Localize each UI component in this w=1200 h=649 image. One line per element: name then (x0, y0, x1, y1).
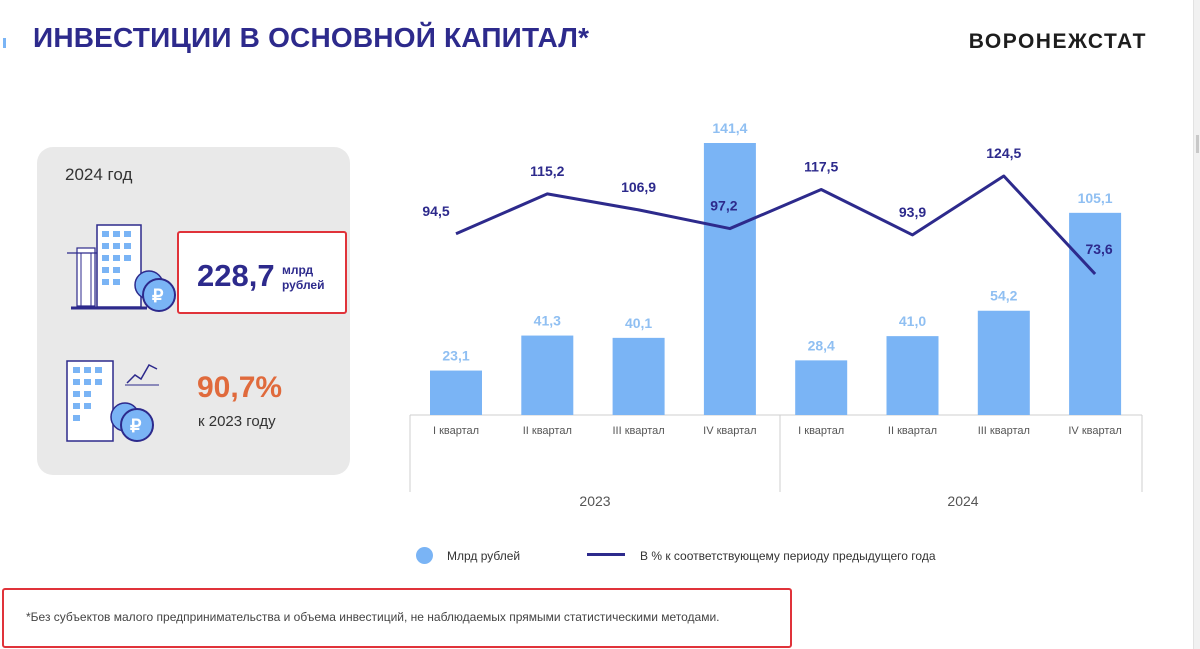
line-series (455, 174, 1097, 276)
category-label-3: IV квартал (703, 425, 756, 437)
group-label-2024: 2024 (947, 493, 978, 509)
bar-1 (521, 335, 574, 415)
line-label-7: 73,6 (1085, 241, 1112, 257)
bar-6 (977, 310, 1030, 415)
bar-label-3: 141,4 (712, 120, 747, 136)
kpi-highlight-box: 228,7 млрд рублей (177, 231, 347, 314)
line-label-3: 97,2 (710, 198, 737, 214)
svg-text:₽: ₽ (152, 286, 164, 306)
scrollbar-thumb[interactable] (1196, 135, 1199, 153)
bar-label-1: 41,3 (534, 313, 561, 329)
bar-label-7: 105,1 (1078, 190, 1113, 206)
bar-2 (612, 337, 665, 415)
kpi-unit-line2: рублей (282, 278, 325, 292)
panel-year: 2024 год (65, 165, 133, 184)
page-title: ИНВЕСТИЦИИ В ОСНОВНОЙ КАПИТАЛ* (33, 22, 590, 53)
line-label-1: 115,2 (530, 163, 564, 179)
footnote-highlight-box: *Без субъектов малого предпринимательств… (2, 588, 792, 648)
kpi-percent: 90,7% (197, 371, 283, 404)
bar-5 (886, 336, 939, 415)
kpi-unit: млрд рублей (282, 263, 324, 293)
kpi-value: 228,7 (197, 258, 275, 293)
group-label-2023: 2023 (579, 493, 610, 509)
bar-label-2: 40,1 (625, 315, 652, 331)
kpi-unit-line1: млрд (282, 263, 314, 277)
category-label-6: III квартал (978, 425, 1030, 437)
category-label-5: II квартал (888, 425, 937, 437)
bar-7 (1069, 212, 1122, 415)
footnote: *Без субъектов малого предпринимательств… (26, 610, 720, 624)
investment-chart: 23,1 I квартал 41,3 II квартал 40,1 III кварт… (409, 120, 1143, 509)
category-label-0: I квартал (433, 425, 479, 437)
category-label-4: I квартал (798, 425, 844, 437)
bar-3 (703, 143, 756, 415)
scrollbar[interactable] (1193, 0, 1200, 649)
bar-label-6: 54,2 (990, 288, 1017, 304)
bar-0 (430, 370, 482, 415)
line-label-2: 106,9 (621, 179, 656, 195)
bar-label-5: 41,0 (899, 313, 926, 329)
building-coins-icon: ₽ (67, 223, 177, 320)
accent-bar (3, 38, 6, 48)
line-label-0: 94,5 (422, 203, 449, 219)
bar-label-0: 23,1 (442, 348, 469, 364)
line-label-5: 93,9 (899, 204, 926, 220)
bar-label-4: 28,4 (808, 337, 835, 353)
category-label-7: IV квартал (1068, 425, 1121, 437)
category-label-1: II квартал (523, 425, 572, 437)
summary-panel: 2024 год ₽ 228,7 млрд рублей (37, 147, 350, 475)
svg-text:₽: ₽ (130, 416, 142, 436)
legend-line-marker (587, 553, 625, 556)
legend-bar-marker (416, 547, 433, 564)
line-label-6: 124,5 (986, 145, 1021, 161)
category-label-2: III квартал (612, 425, 664, 437)
legend-bar-label: Млрд рублей (447, 549, 521, 563)
line-label-4: 117,5 (804, 158, 838, 174)
legend-line-label: В % к соответствующему периоду предыдуще… (640, 549, 936, 563)
brand-logo: ВОРОНЕЖСТАТ (968, 30, 1147, 53)
bar-4 (795, 360, 848, 415)
building-growth-icon: ₽ (65, 355, 165, 450)
kpi-percent-caption: к 2023 году (198, 413, 276, 430)
